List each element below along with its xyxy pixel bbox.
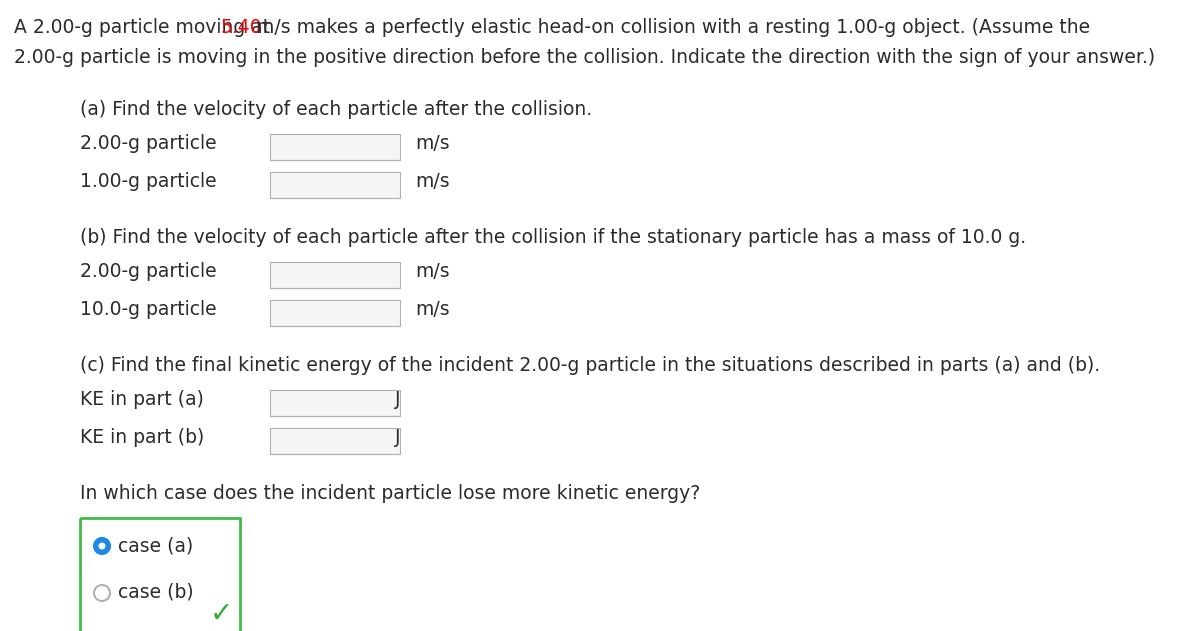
FancyBboxPatch shape (270, 390, 400, 416)
Circle shape (94, 585, 110, 601)
Text: m/s makes a perfectly elastic head-on collision with a resting 1.00-g object. (A: m/s makes a perfectly elastic head-on co… (250, 18, 1091, 37)
FancyBboxPatch shape (270, 428, 400, 454)
Text: case (a): case (a) (118, 536, 193, 555)
Text: A 2.00-g particle moving at: A 2.00-g particle moving at (14, 18, 276, 37)
Text: ✓: ✓ (210, 600, 233, 628)
Text: 10.0-g particle: 10.0-g particle (80, 300, 217, 319)
Circle shape (98, 543, 106, 550)
FancyBboxPatch shape (270, 262, 400, 288)
Text: In which case does the incident particle lose more kinetic energy?: In which case does the incident particle… (80, 484, 701, 503)
Text: m/s: m/s (415, 262, 450, 281)
Text: 2.00-g particle: 2.00-g particle (80, 262, 217, 281)
Text: J: J (395, 390, 401, 409)
Text: 5.40: 5.40 (221, 18, 263, 37)
Circle shape (94, 538, 110, 554)
FancyBboxPatch shape (270, 134, 400, 160)
Text: 2.00-g particle is moving in the positive direction before the collision. Indica: 2.00-g particle is moving in the positiv… (14, 48, 1156, 67)
Text: case (b): case (b) (118, 583, 193, 602)
Text: KE in part (b): KE in part (b) (80, 428, 204, 447)
Text: (a) Find the velocity of each particle after the collision.: (a) Find the velocity of each particle a… (80, 100, 592, 119)
Text: 1.00-g particle: 1.00-g particle (80, 172, 217, 191)
Text: m/s: m/s (415, 172, 450, 191)
Text: (b) Find the velocity of each particle after the collision if the stationary par: (b) Find the velocity of each particle a… (80, 228, 1026, 247)
Text: J: J (395, 428, 401, 447)
Text: 2.00-g particle: 2.00-g particle (80, 134, 217, 153)
Text: KE in part (a): KE in part (a) (80, 390, 204, 409)
Text: m/s: m/s (415, 134, 450, 153)
FancyBboxPatch shape (270, 300, 400, 326)
Text: m/s: m/s (415, 300, 450, 319)
FancyBboxPatch shape (270, 172, 400, 198)
Text: (c) Find the final kinetic energy of the incident 2.00-g particle in the situati: (c) Find the final kinetic energy of the… (80, 356, 1100, 375)
